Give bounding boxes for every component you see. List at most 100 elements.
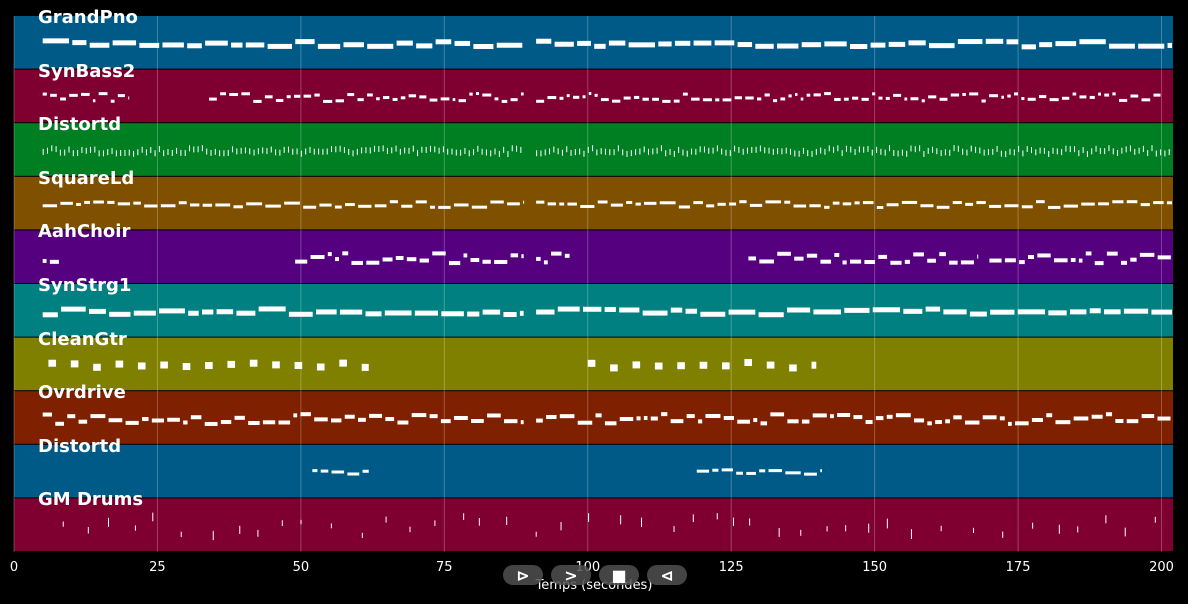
note bbox=[594, 43, 606, 49]
note bbox=[981, 99, 986, 103]
note bbox=[334, 205, 342, 209]
note bbox=[262, 420, 276, 425]
note bbox=[582, 306, 602, 312]
note bbox=[434, 146, 436, 153]
note bbox=[673, 150, 675, 157]
note bbox=[949, 149, 951, 156]
note bbox=[408, 147, 410, 154]
note bbox=[347, 93, 355, 97]
note bbox=[620, 515, 622, 525]
note bbox=[953, 415, 962, 420]
note bbox=[42, 92, 47, 96]
note bbox=[159, 308, 185, 314]
note bbox=[577, 40, 591, 46]
note bbox=[641, 517, 643, 528]
note bbox=[482, 93, 492, 97]
note bbox=[559, 414, 575, 419]
note bbox=[722, 98, 732, 102]
next-button[interactable]: > bbox=[551, 565, 591, 585]
note bbox=[303, 205, 317, 209]
track-lane bbox=[14, 69, 1173, 123]
note bbox=[908, 40, 926, 46]
note bbox=[834, 252, 840, 257]
note bbox=[970, 145, 972, 152]
note bbox=[258, 306, 286, 312]
stop-button[interactable]: ■ bbox=[599, 565, 639, 585]
note bbox=[220, 92, 226, 96]
note bbox=[386, 147, 388, 154]
note bbox=[219, 150, 221, 157]
note bbox=[1151, 145, 1153, 152]
note bbox=[670, 307, 683, 313]
note bbox=[650, 416, 658, 421]
note bbox=[1037, 253, 1051, 258]
note bbox=[343, 42, 364, 48]
note bbox=[419, 95, 427, 99]
note bbox=[643, 146, 645, 153]
note bbox=[397, 420, 409, 425]
note bbox=[1069, 146, 1071, 153]
note bbox=[178, 201, 187, 205]
note bbox=[1099, 147, 1101, 154]
note bbox=[794, 93, 798, 97]
note bbox=[267, 43, 292, 49]
note bbox=[409, 526, 411, 533]
play-button[interactable]: ⊳ bbox=[503, 565, 543, 585]
note bbox=[698, 419, 703, 424]
note bbox=[975, 146, 977, 153]
note bbox=[1005, 151, 1007, 158]
note bbox=[862, 201, 874, 205]
note bbox=[330, 523, 332, 529]
note bbox=[358, 417, 366, 422]
note bbox=[633, 95, 640, 99]
note bbox=[559, 202, 565, 206]
note bbox=[849, 44, 868, 50]
note bbox=[802, 147, 804, 154]
note bbox=[546, 415, 557, 420]
note bbox=[85, 147, 87, 154]
prev-button[interactable]: ⊲ bbox=[647, 565, 687, 585]
note bbox=[1058, 524, 1060, 534]
note bbox=[309, 146, 311, 153]
note bbox=[608, 40, 626, 46]
note bbox=[830, 414, 834, 419]
note bbox=[319, 203, 332, 207]
note bbox=[496, 42, 523, 48]
note bbox=[849, 259, 862, 264]
note bbox=[1019, 260, 1025, 265]
note bbox=[1112, 200, 1124, 204]
note bbox=[965, 420, 980, 425]
note bbox=[737, 42, 753, 48]
note bbox=[609, 149, 611, 156]
note bbox=[503, 312, 517, 318]
note bbox=[318, 148, 320, 155]
note bbox=[910, 145, 912, 152]
note bbox=[712, 468, 719, 472]
note bbox=[464, 148, 466, 155]
note bbox=[553, 146, 555, 153]
note bbox=[728, 309, 756, 315]
note bbox=[837, 413, 851, 418]
note bbox=[239, 525, 241, 534]
note bbox=[1028, 255, 1035, 260]
note bbox=[1018, 146, 1020, 153]
note bbox=[300, 412, 311, 417]
note bbox=[367, 43, 394, 49]
note bbox=[1086, 151, 1088, 158]
note bbox=[286, 95, 291, 99]
note bbox=[361, 363, 369, 371]
note bbox=[957, 145, 959, 152]
note bbox=[485, 149, 487, 156]
x-tick-label: 0 bbox=[9, 560, 19, 575]
note bbox=[163, 150, 165, 157]
note bbox=[1043, 147, 1045, 154]
note bbox=[190, 415, 202, 420]
note bbox=[331, 418, 342, 423]
note bbox=[794, 150, 796, 157]
note bbox=[471, 205, 488, 209]
note bbox=[55, 146, 57, 153]
note bbox=[70, 360, 79, 368]
note bbox=[107, 149, 109, 156]
note bbox=[1104, 148, 1106, 155]
note bbox=[477, 145, 479, 152]
